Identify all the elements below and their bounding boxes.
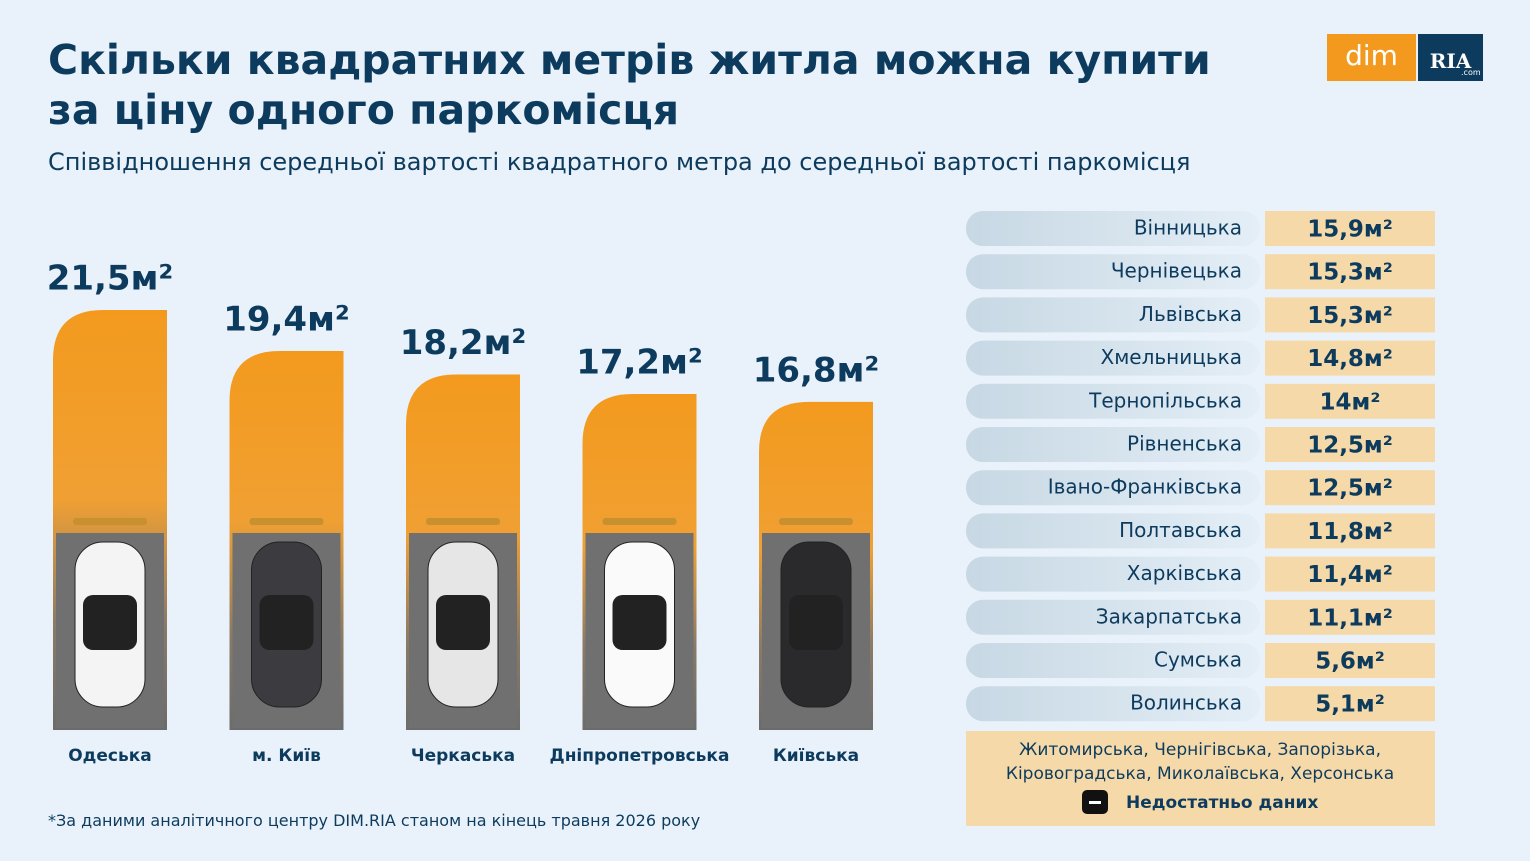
logo-suffix: .com bbox=[1461, 68, 1481, 77]
logo-ria: RIA bbox=[1418, 34, 1483, 81]
logo-dim: dim bbox=[1327, 34, 1416, 81]
row-bg bbox=[966, 643, 1260, 678]
row-bg bbox=[966, 254, 1260, 290]
region-value: 12,5м² bbox=[1307, 433, 1393, 459]
x-tick-label: Київська bbox=[773, 746, 859, 766]
x-tick-label: Одеська bbox=[68, 746, 152, 766]
value-bg bbox=[1265, 211, 1435, 246]
car-window bbox=[259, 595, 314, 650]
region-value: 11,8м² bbox=[1307, 519, 1393, 545]
region-label: Львівська bbox=[1139, 302, 1242, 326]
value-label: 18,2м² bbox=[400, 323, 527, 363]
car-window bbox=[789, 595, 843, 650]
row-bg bbox=[966, 686, 1260, 722]
row-bg bbox=[966, 513, 1260, 549]
no-data-regions: Кіровоградська, Миколаївська, Херсонська bbox=[1006, 764, 1394, 784]
value-label: 17,2м² bbox=[576, 343, 703, 383]
parking-line bbox=[249, 518, 324, 525]
value-bg bbox=[1265, 556, 1435, 592]
region-value: 15,3м² bbox=[1307, 303, 1393, 329]
title: Скільки квадратних метрів житла можна ку… bbox=[48, 36, 1211, 84]
value-bg bbox=[1265, 470, 1435, 506]
row-bg bbox=[966, 470, 1260, 506]
x-tick-label: Дніпропетровська bbox=[550, 746, 730, 766]
value-bg bbox=[1265, 643, 1435, 678]
value-label: 19,4м² bbox=[223, 300, 350, 340]
region-label: Рівненська bbox=[1127, 432, 1242, 456]
region-value: 12,5м² bbox=[1307, 476, 1393, 502]
value-bg bbox=[1265, 297, 1435, 333]
value-label: 21,5м² bbox=[47, 259, 174, 299]
region-label: Волинська bbox=[1130, 691, 1242, 715]
region-label: Вінницька bbox=[1134, 216, 1242, 240]
car-window bbox=[83, 595, 137, 650]
value-bg bbox=[1265, 254, 1435, 290]
region-label: Івано-Франківська bbox=[1048, 475, 1242, 499]
region-label: Сумська bbox=[1154, 648, 1242, 672]
region-value: 11,1м² bbox=[1307, 605, 1393, 631]
row-bg bbox=[966, 340, 1260, 376]
row-bg bbox=[966, 556, 1260, 592]
region-label: Хмельницька bbox=[1101, 345, 1242, 369]
no-data-dash bbox=[1089, 801, 1101, 804]
region-label: Чернівецька bbox=[1111, 259, 1242, 283]
row-bg bbox=[966, 383, 1260, 419]
region-value: 11,4м² bbox=[1307, 562, 1393, 588]
parking-line bbox=[602, 518, 677, 525]
value-label: 16,8м² bbox=[753, 350, 880, 390]
title: за ціну одного паркомісця bbox=[48, 86, 680, 134]
parking-line bbox=[779, 518, 853, 525]
region-label: Тернопільська bbox=[1088, 388, 1242, 412]
no-data-label: Недостатньо даних bbox=[1126, 793, 1318, 813]
value-bg bbox=[1265, 427, 1435, 462]
region-value: 5,6м² bbox=[1315, 649, 1385, 675]
region-value: 5,1м² bbox=[1315, 692, 1385, 718]
footnote: *За даними аналітичного центру DIM.RIA с… bbox=[48, 811, 701, 830]
region-value: 14,8м² bbox=[1307, 346, 1393, 372]
no-data-regions: Житомирська, Чернігівська, Запорізька, bbox=[1019, 740, 1381, 760]
row-bg bbox=[966, 427, 1260, 462]
x-tick-label: Черкаська bbox=[411, 746, 515, 766]
region-value: 14м² bbox=[1320, 389, 1381, 415]
car-window bbox=[612, 595, 667, 650]
value-bg bbox=[1265, 513, 1435, 549]
row-bg bbox=[966, 599, 1260, 635]
x-tick-label: м. Київ bbox=[252, 746, 321, 766]
value-bg bbox=[1265, 340, 1435, 376]
region-label: Закарпатська bbox=[1096, 604, 1242, 628]
parking-line bbox=[426, 518, 500, 525]
region-label: Полтавська bbox=[1119, 518, 1242, 542]
row-bg bbox=[966, 297, 1260, 333]
no-data-box bbox=[966, 731, 1435, 826]
car-window bbox=[436, 595, 490, 650]
value-bg bbox=[1265, 599, 1435, 635]
row-bg bbox=[966, 211, 1260, 246]
value-bg bbox=[1265, 383, 1435, 419]
region-label: Харківська bbox=[1127, 561, 1242, 585]
region-value: 15,3м² bbox=[1307, 260, 1393, 286]
region-value: 15,9м² bbox=[1307, 217, 1393, 243]
parking-line bbox=[73, 518, 147, 525]
value-bg bbox=[1265, 686, 1435, 722]
subtitle: Співвідношення середньої вартості квадра… bbox=[48, 148, 1191, 176]
